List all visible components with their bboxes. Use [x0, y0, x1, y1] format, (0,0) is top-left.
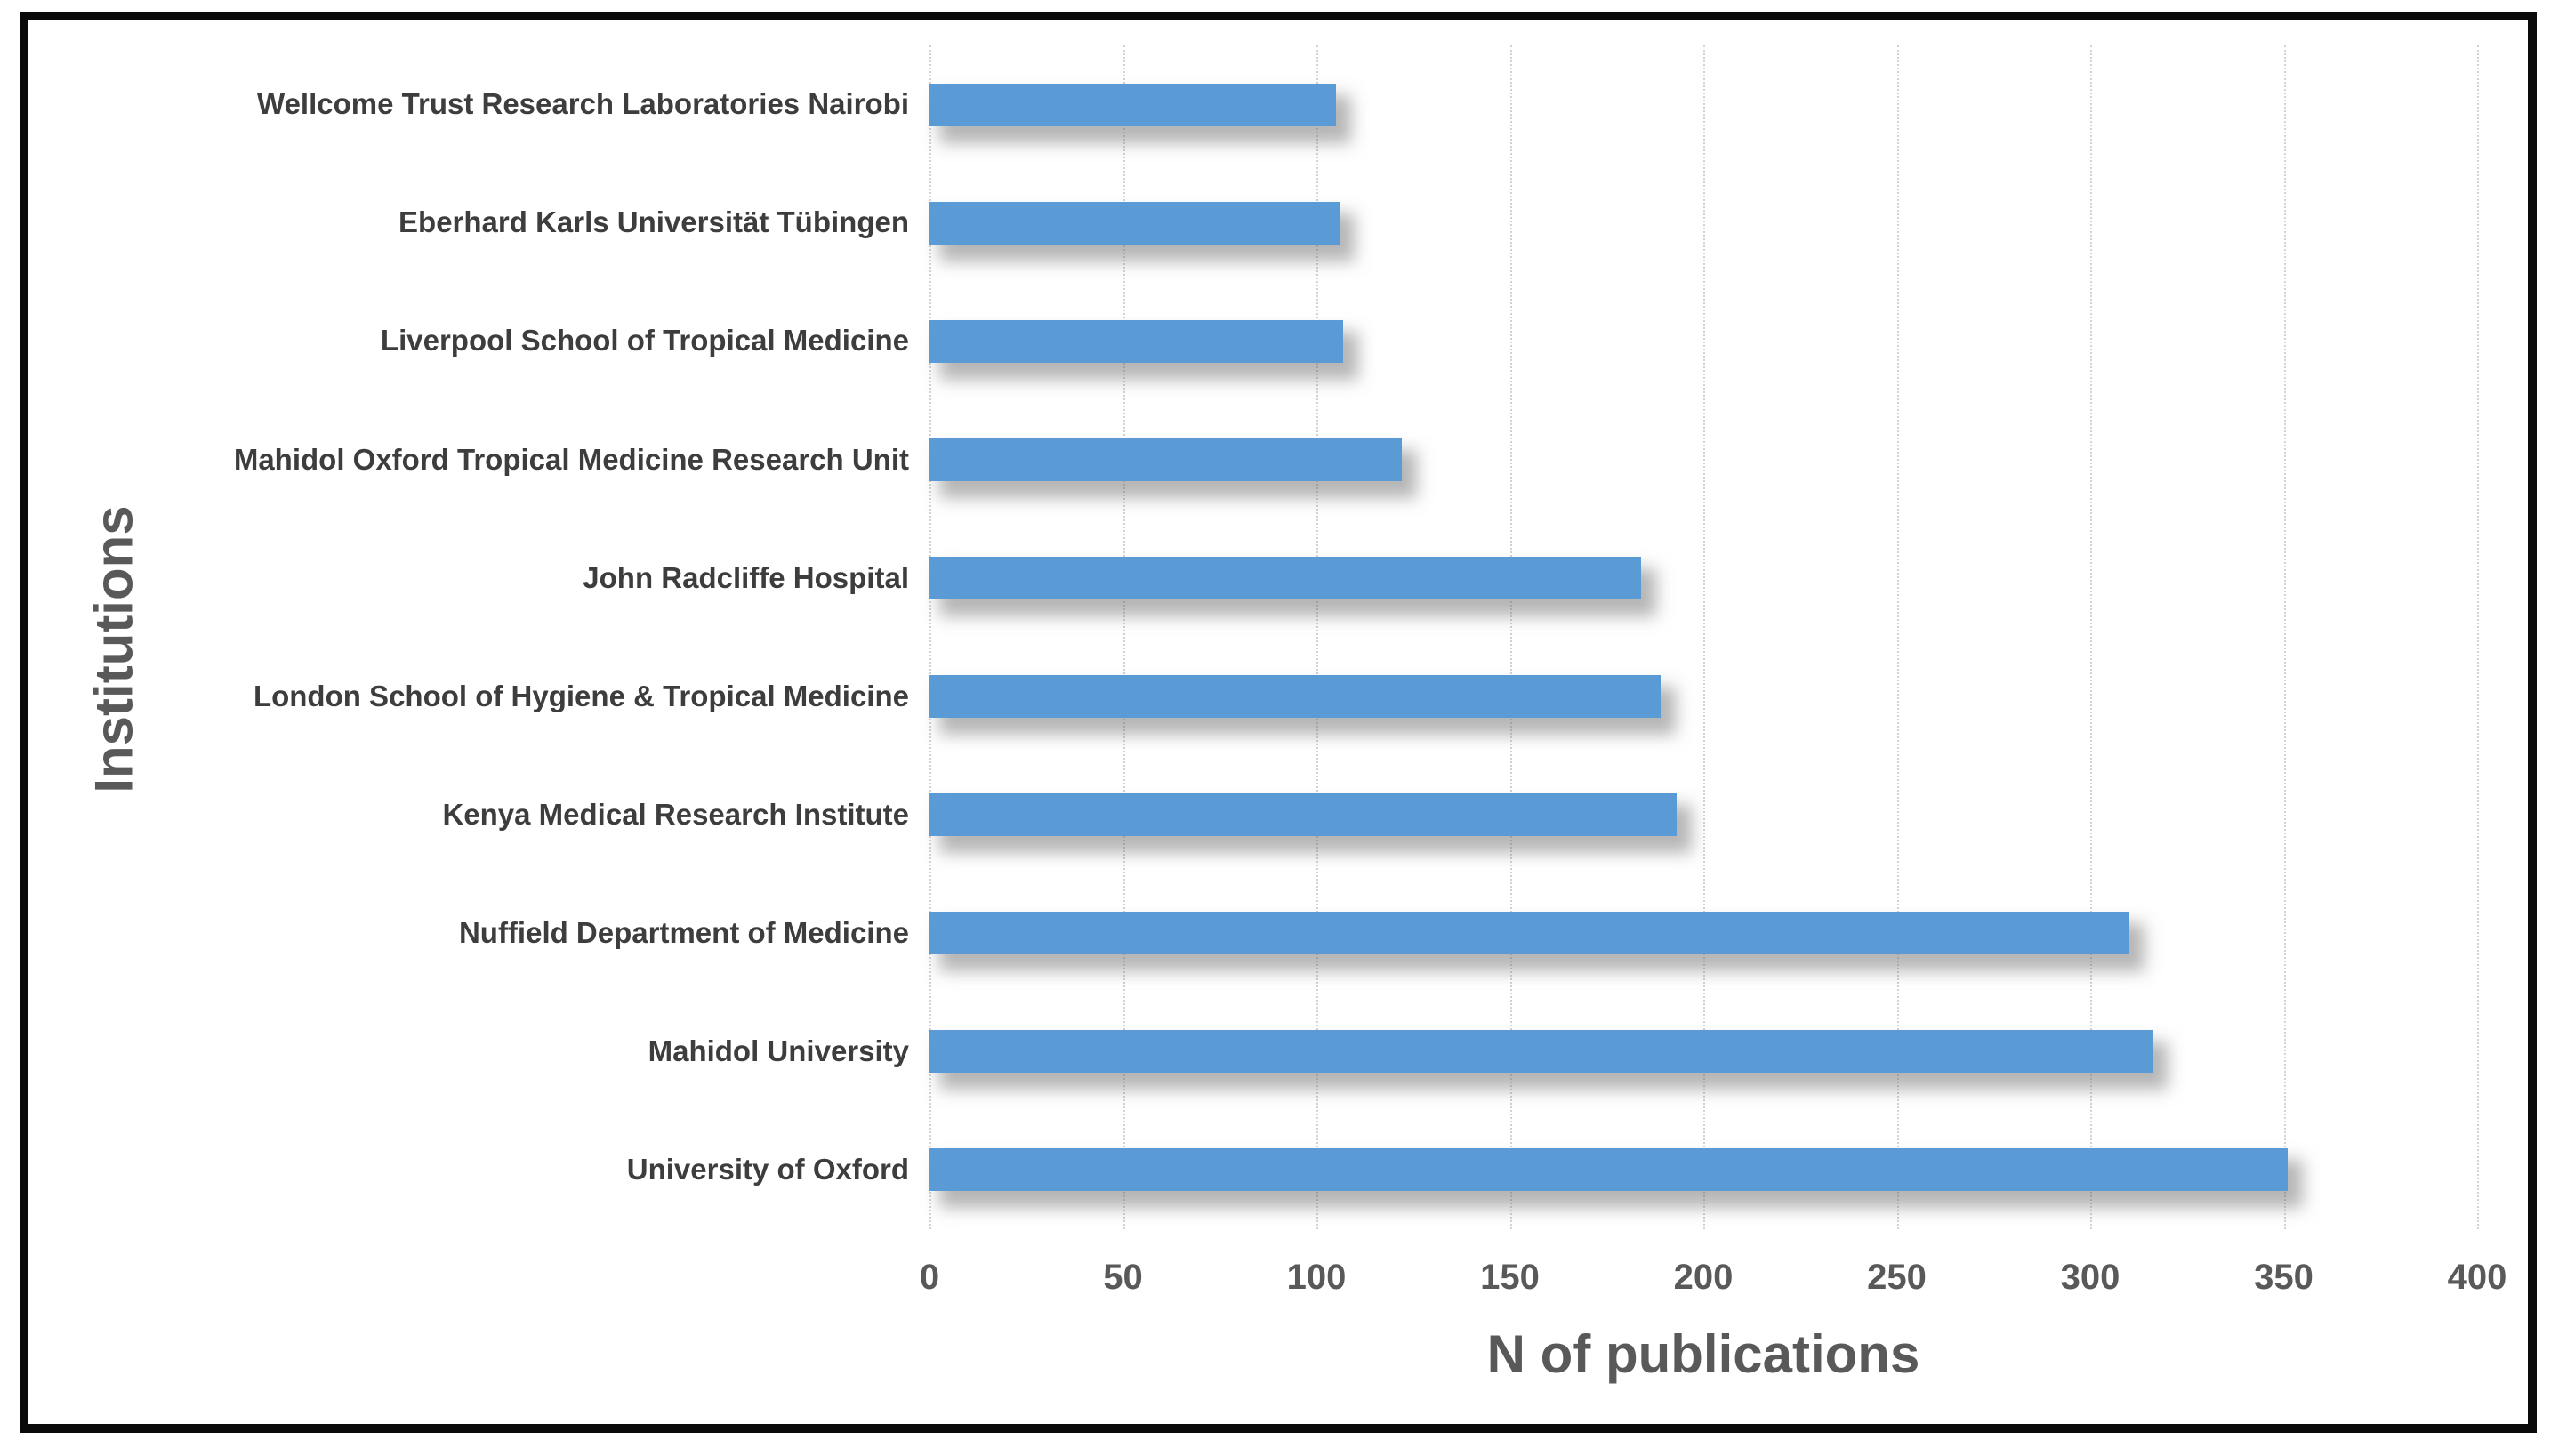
bar-1: [929, 201, 1340, 245]
x-axis-title: N of publications: [1486, 1324, 1920, 1384]
category-label-3: Mahidol Oxford Tropical Medicine Researc…: [233, 442, 909, 476]
x-tick-label-200: 200: [1673, 1258, 1734, 1297]
x-tick-label-250: 250: [1867, 1258, 1927, 1297]
bar-9: [929, 1148, 2288, 1192]
gridline-x-50: [1123, 45, 1125, 1229]
category-label-8: Mahidol University: [648, 1034, 909, 1067]
bar-4: [929, 556, 1642, 599]
gridline-x-400: [2477, 45, 2479, 1229]
plot-area: [929, 45, 2479, 1229]
bar-6: [929, 793, 1677, 837]
x-tick-label-0: 0: [919, 1258, 940, 1297]
gridline-x-250: [1896, 45, 1899, 1229]
gridline-x-100: [1316, 45, 1318, 1229]
bar-5: [929, 675, 1662, 719]
x-tick-label-350: 350: [2254, 1258, 2314, 1297]
category-label-6: Kenya Medical Research Institute: [442, 797, 909, 831]
gridline-x-300: [2090, 45, 2092, 1229]
category-label-1: Eberhard Karls Universität Tübingen: [398, 205, 909, 239]
x-tick-label-400: 400: [2447, 1258, 2507, 1297]
bar-2: [929, 319, 1344, 363]
bar-0: [929, 83, 1336, 126]
bar-8: [929, 1030, 2153, 1074]
x-tick-label-50: 50: [1103, 1258, 1143, 1297]
gridline-x-200: [1703, 45, 1705, 1229]
category-label-4: John Radcliffe Hospital: [583, 560, 909, 594]
category-axis-labels: Wellcome Trust Research Laboratories Nai…: [62, 45, 909, 1229]
category-label-5: London School of Hygiene & Tropical Medi…: [253, 679, 909, 712]
gridline-x-350: [2283, 45, 2286, 1229]
x-tick-label-100: 100: [1286, 1258, 1347, 1297]
gridline-x-150: [1509, 45, 1512, 1229]
x-tick-label-150: 150: [1480, 1258, 1540, 1297]
x-tick-label-300: 300: [2060, 1258, 2120, 1297]
category-label-7: Nuffield Department of Medicine: [458, 915, 909, 949]
bar-7: [929, 912, 2129, 955]
gridline-x-0: [929, 45, 931, 1229]
category-label-0: Wellcome Trust Research Laboratories Nai…: [257, 87, 909, 121]
x-axis-tick-labels: 0 50 100 150 200 250 300 350 400: [920, 1258, 2507, 1302]
bar-3: [929, 438, 1402, 481]
bars-layer: [929, 45, 2477, 1229]
category-label-2: Liverpool School of Tropical Medicine: [380, 324, 909, 358]
chart-outer-border: [20, 12, 2537, 1433]
category-label-9: University of Oxford: [626, 1153, 909, 1187]
